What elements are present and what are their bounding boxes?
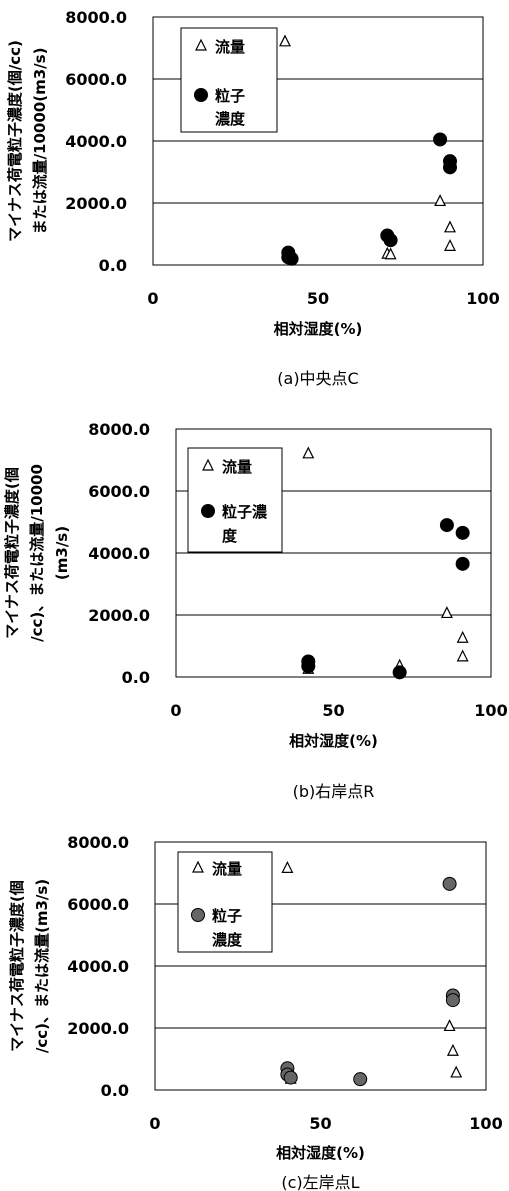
chart-caption: (c)左岸点L	[281, 1173, 359, 1191]
legend-box	[180, 27, 278, 133]
legend-flow-marker	[192, 860, 204, 873]
legend-flow-label: 流量	[222, 458, 252, 476]
markers	[279, 34, 457, 266]
y-axis-title-line: マイナス荷電粒子濃度(個/cc)	[6, 40, 24, 242]
data-point-flow	[444, 220, 456, 233]
data-point-particle	[392, 665, 407, 680]
data-point-flow	[281, 861, 294, 873]
x-axis-title: 相対湿度(%)	[289, 732, 378, 750]
legend-particle-label-line: 粒子濃	[222, 503, 268, 521]
legend-flow-marker	[202, 458, 214, 471]
legend-flow-label: 流量	[215, 38, 245, 56]
data-point-flow	[444, 239, 456, 251]
x-tick-label: 50	[307, 289, 329, 308]
chart-panel-3: 0.0 2000.0 4000.0 6000.0 8000.0 0 50 100 相対湿度(%)…	[8, 833, 503, 1191]
data-point-particle	[353, 1072, 368, 1087]
y-tick-label: 0.0	[122, 668, 150, 687]
y-axis-title-line: (m3/s)	[53, 526, 71, 580]
y-tick-label: 6000.0	[65, 70, 127, 89]
data-point-flow	[434, 194, 447, 207]
y-tick-label: 2000.0	[67, 1019, 129, 1038]
legend-flow-label: 流量	[212, 860, 242, 878]
legend-particle-label-line: 濃度	[215, 110, 246, 128]
chart-caption: (a)中央点C	[277, 369, 358, 388]
legend-particle-label-line: 濃度	[212, 931, 243, 949]
legend-flow-marker	[195, 38, 207, 51]
y-tick-label: 8000.0	[65, 8, 127, 27]
data-point-flow	[456, 630, 469, 643]
data-point-particle	[445, 993, 460, 1008]
data-point-particle	[284, 251, 299, 266]
data-point-particle	[383, 233, 398, 248]
legend-box	[177, 851, 273, 953]
markers	[280, 861, 463, 1087]
legend-particle-marker	[201, 504, 215, 518]
x-tick-label: 50	[322, 701, 344, 720]
y-tick-label: 0.0	[99, 256, 127, 275]
legend-particle-label-line: 度	[222, 527, 238, 545]
chart-panel-1: 0.0 2000.0 4000.0 6000.0 8000.0 0 50 100 相対湿度(%)…	[6, 8, 500, 388]
y-axis-title-line: マイナス荷電粒子濃度(個	[8, 880, 26, 1052]
data-point-flow	[279, 34, 291, 47]
data-point-flow	[450, 1065, 463, 1078]
data-point-particle	[433, 132, 448, 147]
data-point-particle	[283, 1070, 298, 1085]
x-tick-label: 0	[149, 1114, 160, 1133]
chart-caption: (b)右岸点R	[293, 782, 375, 801]
y-tick-label: 2000.0	[88, 606, 150, 625]
x-tick-label: 100	[466, 289, 499, 308]
x-tick-label: 0	[147, 289, 158, 308]
legend-particle-label-line: 粒子	[212, 907, 242, 925]
y-tick-label: 8000.0	[88, 420, 150, 439]
data-point-flow	[440, 606, 453, 619]
y-axis-title-line: /cc)、または流量(m3/s)	[33, 879, 51, 1053]
y-tick-label: 4000.0	[65, 132, 127, 151]
data-point-particle	[439, 518, 454, 533]
data-point-flow	[443, 1019, 456, 1032]
legend-particle-label-line: 粒子	[215, 87, 245, 105]
y-axis-title-line: マイナス荷電粒子濃度(個	[3, 467, 21, 639]
y-tick-label: 0.0	[101, 1081, 129, 1100]
legend-box	[187, 447, 283, 553]
legend-particle-marker	[194, 88, 208, 102]
data-point-flow	[446, 1043, 459, 1056]
y-tick-label: 6000.0	[67, 895, 129, 914]
x-axis-title: 相対湿度(%)	[274, 320, 363, 338]
data-point-flow	[456, 649, 469, 662]
y-tick-label: 6000.0	[88, 482, 150, 501]
x-tick-label: 0	[170, 701, 181, 720]
data-point-particle	[455, 556, 470, 571]
legend-particle-marker	[191, 908, 205, 922]
data-point-flow	[302, 446, 315, 459]
y-axis-title-line: または流量/10000(m3/s)	[31, 48, 49, 235]
x-tick-label: 100	[469, 1114, 502, 1133]
data-point-flow	[384, 247, 397, 260]
data-point-particle	[455, 525, 470, 540]
y-tick-label: 2000.0	[65, 194, 127, 213]
chart-panel-2: 0.0 2000.0 4000.0 6000.0 8000.0 0 50 100 相対湿度(%)…	[3, 420, 508, 801]
y-tick-label: 8000.0	[67, 833, 129, 852]
y-axis-title-line: /cc)、または流量/10000	[28, 464, 46, 642]
data-point-particle	[442, 876, 457, 891]
x-axis-title: 相対湿度(%)	[276, 1144, 365, 1162]
data-point-particle	[301, 659, 316, 674]
x-tick-label: 50	[309, 1114, 331, 1133]
markers	[301, 446, 470, 680]
y-tick-label: 4000.0	[88, 544, 150, 563]
x-tick-label: 100	[474, 701, 507, 720]
y-tick-label: 4000.0	[67, 957, 129, 976]
data-point-particle	[443, 160, 457, 175]
